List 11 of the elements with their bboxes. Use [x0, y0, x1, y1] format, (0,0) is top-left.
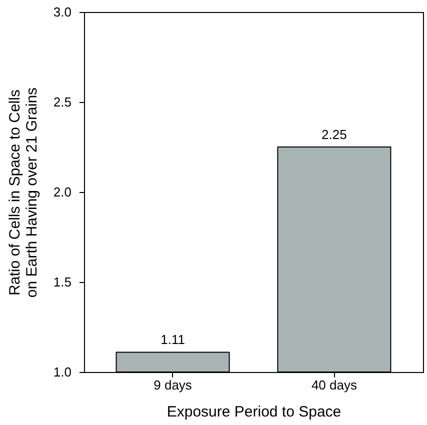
y-tick-label: 3.0: [53, 4, 72, 20]
y-tick-label: 2.5: [53, 94, 72, 110]
x-axis-title: Exposure Period to Space: [166, 404, 342, 420]
y-tick-label: 2.0: [53, 184, 72, 200]
y-tick-label: 1.5: [53, 274, 72, 290]
y-tick-label: 1.0: [53, 364, 72, 380]
data-label: 1.11: [160, 332, 185, 348]
y-axis-title: Ratio of Cells in Space to Cells on Earth Having over 21 Grains: [6, 87, 40, 298]
data-label: 2.25: [322, 127, 347, 142]
x-tick-label: 9 days: [154, 378, 192, 392]
x-tick-label: 40 days: [311, 378, 358, 392]
